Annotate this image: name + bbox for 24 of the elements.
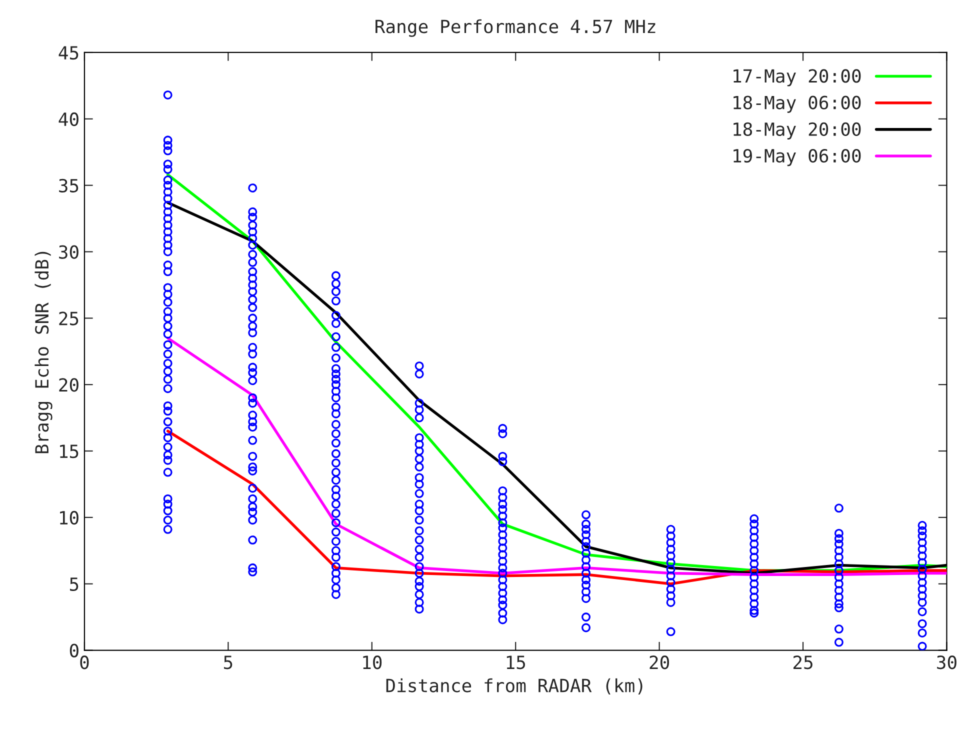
y-tick-label: 10 [60, 510, 78, 525]
x-tick-label: 20 [650, 656, 670, 670]
y-tick-label: 45 [58, 46, 78, 60]
x-tick-label: 5 [224, 656, 232, 670]
legend-label: 19-May 06:00 [734, 148, 861, 166]
y-tick-label: 20 [59, 378, 78, 392]
x-tick-label: 15 [506, 656, 526, 670]
x-tick-label: 10 [363, 656, 382, 670]
y-tick-label: 5 [70, 578, 78, 592]
y-tick-label: 35 [59, 178, 78, 192]
x-axis-title: Distance from RADAR (km) [386, 678, 642, 694]
legend-label: 17-May 20:00 [734, 69, 861, 86]
x-tick-label: 0 [80, 656, 89, 670]
x-tick-label: 25 [793, 656, 812, 670]
y-tick-label: 15 [60, 444, 78, 458]
y-tick-label: 40 [58, 112, 78, 126]
y-tick-label: 30 [59, 245, 78, 259]
legend-label: 18-May 06:00 [734, 96, 861, 113]
y-axis-title: Bragg Echo SNR (dB) [34, 252, 52, 454]
x-tick-label: 30 [937, 656, 956, 670]
chart-title: Range Performance 4.57 MHz [376, 19, 656, 37]
legend-label: 18-May 20:00 [734, 122, 861, 140]
y-tick-label: 25 [59, 312, 78, 326]
y-tick-label: 0 [70, 644, 78, 658]
